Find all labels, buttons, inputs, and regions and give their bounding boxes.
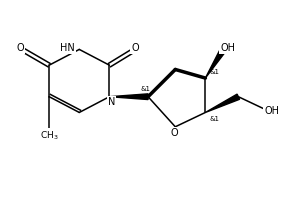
Text: &1: &1 xyxy=(140,86,150,92)
Text: OH: OH xyxy=(220,43,235,53)
Polygon shape xyxy=(205,49,225,78)
Text: O: O xyxy=(17,43,24,53)
Text: O: O xyxy=(171,128,179,138)
Text: O: O xyxy=(131,43,139,53)
Polygon shape xyxy=(205,94,239,113)
Text: HN: HN xyxy=(60,43,75,53)
Polygon shape xyxy=(109,94,148,100)
Text: N: N xyxy=(108,97,115,107)
Text: &1: &1 xyxy=(210,116,219,122)
Text: CH$_3$: CH$_3$ xyxy=(40,129,59,142)
Text: OH: OH xyxy=(264,106,279,116)
Text: &1: &1 xyxy=(210,69,219,75)
